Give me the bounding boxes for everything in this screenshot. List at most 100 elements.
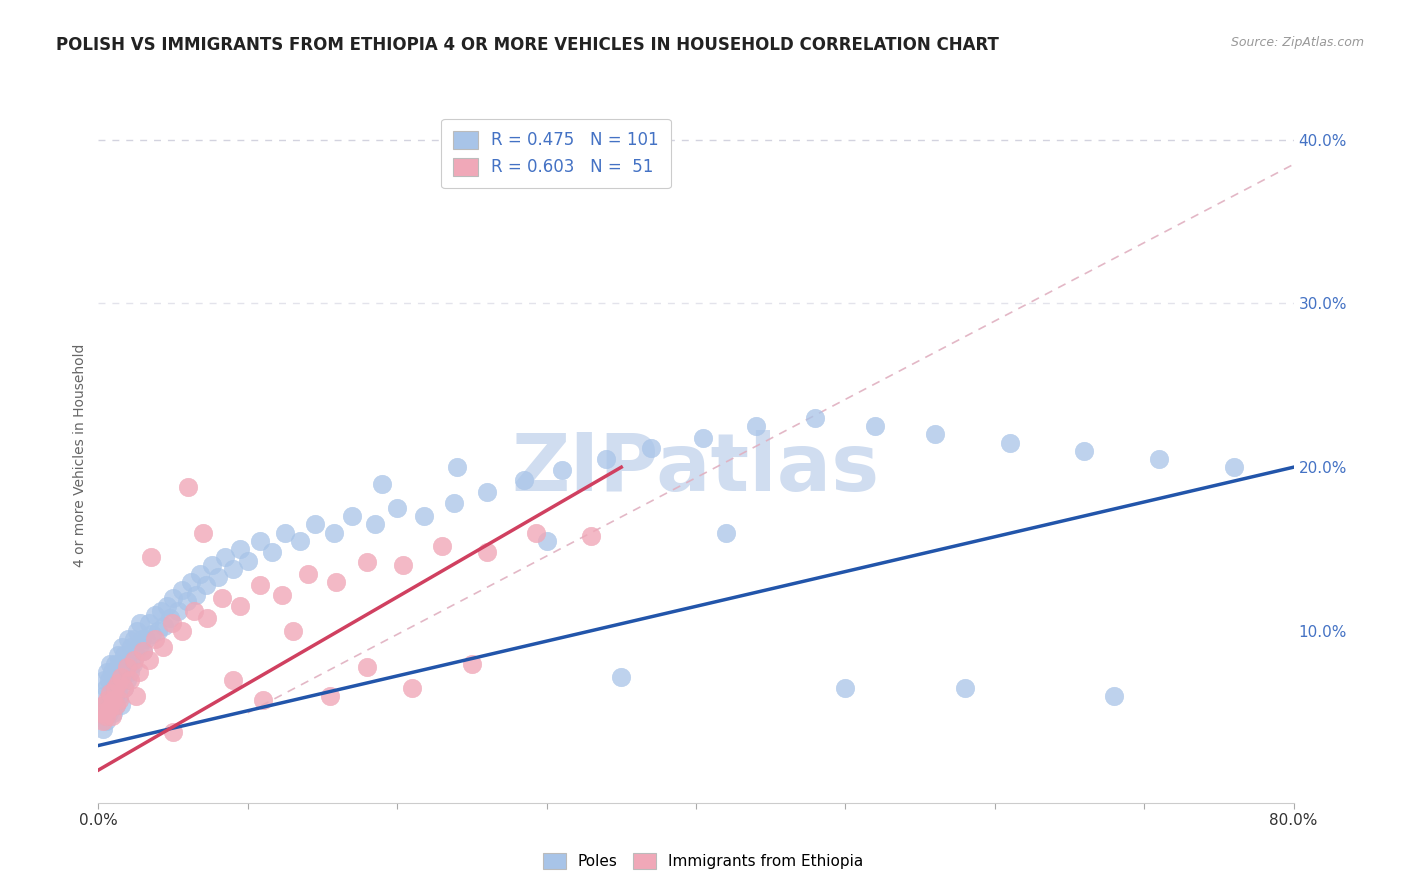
- Point: [108, 690, 131, 704]
- Point: [188, 566, 211, 581]
- Point: [101, 665, 124, 679]
- Point: [129, 615, 152, 630]
- Point: [138, 615, 160, 630]
- Point: [392, 558, 415, 573]
- Point: [160, 615, 183, 630]
- Point: [195, 578, 218, 592]
- Point: [132, 643, 155, 657]
- Point: [342, 509, 364, 524]
- Point: [152, 640, 174, 655]
- Point: [115, 673, 138, 687]
- Point: [323, 525, 346, 540]
- Point: [595, 452, 617, 467]
- Point: [177, 480, 200, 494]
- Point: [94, 681, 117, 696]
- Point: [201, 558, 224, 573]
- Point: [93, 698, 115, 712]
- Point: [127, 624, 149, 638]
- Point: [162, 725, 184, 739]
- Point: [96, 692, 118, 706]
- Point: [100, 690, 122, 704]
- Point: [105, 665, 128, 679]
- Point: [319, 690, 342, 704]
- Point: [288, 533, 311, 548]
- Text: Source: ZipAtlas.com: Source: ZipAtlas.com: [1230, 36, 1364, 49]
- Point: [581, 529, 603, 543]
- Point: [103, 692, 125, 706]
- Legend: R = 0.475   N = 101, R = 0.603   N =  51: R = 0.475 N = 101, R = 0.603 N = 51: [441, 119, 671, 188]
- Point: [131, 632, 153, 646]
- Point: [94, 714, 117, 728]
- Point: [281, 624, 304, 638]
- Point: [100, 686, 122, 700]
- Point: [692, 431, 714, 445]
- Point: [112, 648, 135, 663]
- Point: [105, 698, 128, 712]
- Point: [132, 643, 155, 657]
- Point: [120, 640, 142, 655]
- Point: [214, 550, 236, 565]
- Point: [135, 632, 157, 646]
- Point: [159, 611, 181, 625]
- Y-axis label: 4 or more Vehicles in Household: 4 or more Vehicles in Household: [73, 343, 87, 566]
- Point: [1073, 443, 1095, 458]
- Point: [180, 574, 202, 589]
- Point: [91, 714, 114, 728]
- Point: [97, 673, 120, 687]
- Point: [252, 692, 274, 706]
- Point: [1147, 452, 1170, 467]
- Point: [112, 681, 135, 696]
- Point: [356, 555, 378, 569]
- Point: [97, 706, 120, 720]
- Point: [93, 698, 115, 712]
- Point: [118, 673, 141, 687]
- Point: [143, 607, 166, 622]
- Point: [94, 709, 117, 723]
- Point: [236, 553, 259, 567]
- Point: [834, 681, 856, 696]
- Point: [385, 501, 409, 516]
- Point: [143, 632, 166, 646]
- Point: [364, 517, 387, 532]
- Point: [91, 722, 114, 736]
- Point: [924, 427, 946, 442]
- Point: [125, 690, 148, 704]
- Point: [475, 545, 498, 559]
- Point: [100, 657, 122, 671]
- Point: [110, 698, 132, 712]
- Point: [953, 681, 976, 696]
- Point: [865, 419, 887, 434]
- Point: [150, 604, 173, 618]
- Point: [371, 476, 394, 491]
- Point: [461, 657, 484, 671]
- Point: [162, 591, 184, 606]
- Point: [191, 525, 214, 540]
- Legend: Poles, Immigrants from Ethiopia: Poles, Immigrants from Ethiopia: [537, 847, 869, 875]
- Point: [153, 619, 176, 633]
- Point: [184, 588, 207, 602]
- Point: [714, 525, 737, 540]
- Point: [401, 681, 423, 696]
- Point: [222, 562, 245, 576]
- Point: [172, 582, 194, 597]
- Point: [211, 591, 233, 606]
- Point: [550, 463, 572, 477]
- Point: [108, 692, 131, 706]
- Point: [111, 673, 134, 687]
- Point: [524, 525, 547, 540]
- Point: [446, 460, 468, 475]
- Point: [1104, 690, 1126, 704]
- Point: [640, 441, 662, 455]
- Point: [138, 653, 160, 667]
- Point: [207, 570, 229, 584]
- Point: [111, 640, 134, 655]
- Point: [91, 690, 114, 704]
- Point: [107, 676, 129, 690]
- Point: [118, 665, 141, 679]
- Point: [105, 698, 128, 712]
- Point: [176, 594, 198, 608]
- Point: [183, 604, 205, 618]
- Point: [125, 648, 148, 663]
- Point: [229, 599, 252, 614]
- Point: [141, 627, 163, 641]
